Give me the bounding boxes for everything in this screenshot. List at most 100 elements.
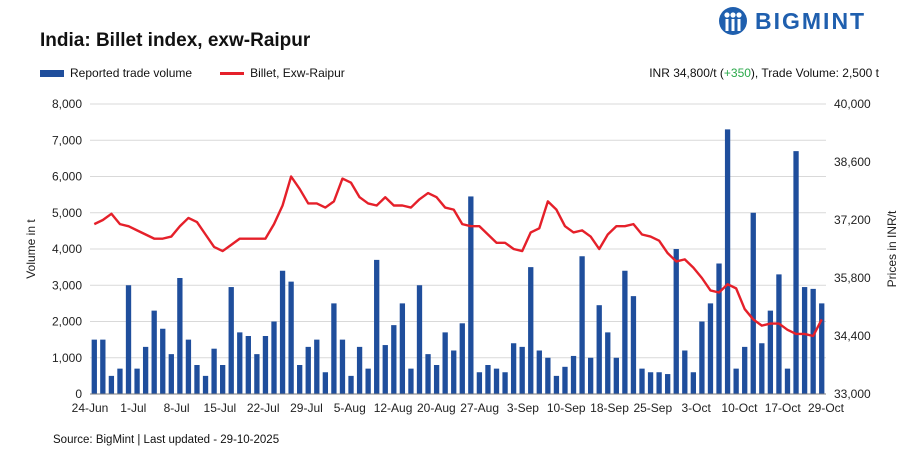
bar [759,343,765,394]
x-tick-label: 29-Jul [290,401,323,415]
bar [331,303,337,395]
price-change: +350 [723,66,751,80]
bar [613,357,619,394]
bar [468,196,474,394]
bar [348,375,354,395]
y-left-axis-title: Volume in t [24,219,38,279]
y-left-tick-label: 6,000 [52,170,82,184]
x-tick-label: 20-Aug [417,401,456,415]
bar [108,375,115,395]
bar [682,350,688,394]
price-line [93,175,823,338]
bar [699,321,705,394]
bar [810,288,816,395]
bar [271,321,277,394]
chart-title: India: Billet index, exw-Raipur [40,30,311,51]
bar [365,368,371,395]
bar [605,332,611,395]
bar [639,368,645,395]
bar [553,375,560,395]
bar [100,339,106,395]
x-tick-label: 5-Aug [334,401,366,415]
x-tick-label: 15-Jul [204,401,237,415]
bar [476,372,483,394]
bar [716,263,722,394]
bar [622,270,628,394]
y-right-tick-label: 40,000 [834,97,871,111]
bar [356,346,363,395]
x-tick-label: 8-Jul [164,401,190,415]
bar [382,345,388,394]
bar [194,365,200,394]
bar [579,256,585,394]
y-left-tick-label: 1,000 [52,351,82,365]
x-tick-label: 29-Oct [808,401,845,415]
y-right-tick-label: 34,400 [834,329,871,343]
x-tick-label: 1-Jul [120,401,146,415]
legend-swatch-price [220,71,245,75]
legend-item-volume: Reported trade volume [40,66,192,80]
bar [459,323,465,394]
y-left-tick-label: 8,000 [52,97,82,111]
bar [776,274,782,395]
bigmint-logo-icon [719,7,747,35]
bar [125,285,132,394]
x-tick-label: 10-Oct [721,401,758,415]
bar [237,332,243,395]
bar [288,281,294,395]
bar [151,310,157,395]
y-left-tick-label: 5,000 [52,206,82,220]
bar [211,348,217,394]
y-left-tick-label: 0 [75,387,82,401]
bar [339,339,346,395]
price-summary: INR 34,800/t (+350), Trade Volume: 2,500… [649,66,879,80]
bar [502,372,508,394]
bar [305,346,311,395]
bar [117,368,123,395]
x-tick-label: 17-Oct [765,401,802,415]
bar [493,368,500,395]
y-right-tick-label: 38,600 [834,155,871,169]
bar [185,339,192,395]
y-right-tick-label: 35,800 [834,271,871,285]
bar [262,336,269,394]
bar [673,249,679,394]
x-tick-label: 3-Oct [681,401,711,415]
bar [519,346,525,395]
bar [442,332,448,395]
bar [545,357,551,394]
source-note: Source: BigMint | Last updated - 29-10-2… [53,434,280,446]
bar [408,368,414,395]
bar [485,365,491,394]
y-right-tick-label: 33,000 [834,387,871,401]
bar [588,357,594,394]
x-tick-label: 10-Sep [547,401,586,415]
bar [451,350,457,394]
legend-swatch-volume [40,69,64,77]
bar [733,368,739,395]
legend: Reported trade volume Billet, Exw-Raipur [40,66,373,80]
x-tick-label: 25-Sep [633,401,672,415]
bar [750,212,756,394]
y-left-tick-label: 3,000 [52,278,82,292]
bar [819,303,825,395]
x-tick-label: 12-Aug [374,401,413,415]
bar [767,310,774,395]
bar [399,303,406,395]
bar [570,355,577,394]
bar [647,372,654,394]
bar [297,365,303,394]
legend-label-volume: Reported trade volume [70,66,193,80]
bar [562,366,568,394]
bar [254,354,260,395]
bar [391,325,397,395]
bar [220,365,226,394]
bar [742,346,748,395]
bar [168,354,174,395]
y-left-tick-label: 4,000 [52,242,82,256]
bar [665,374,671,394]
y-left-tick-label: 7,000 [52,133,82,147]
bar [793,151,799,395]
bar [374,259,380,395]
